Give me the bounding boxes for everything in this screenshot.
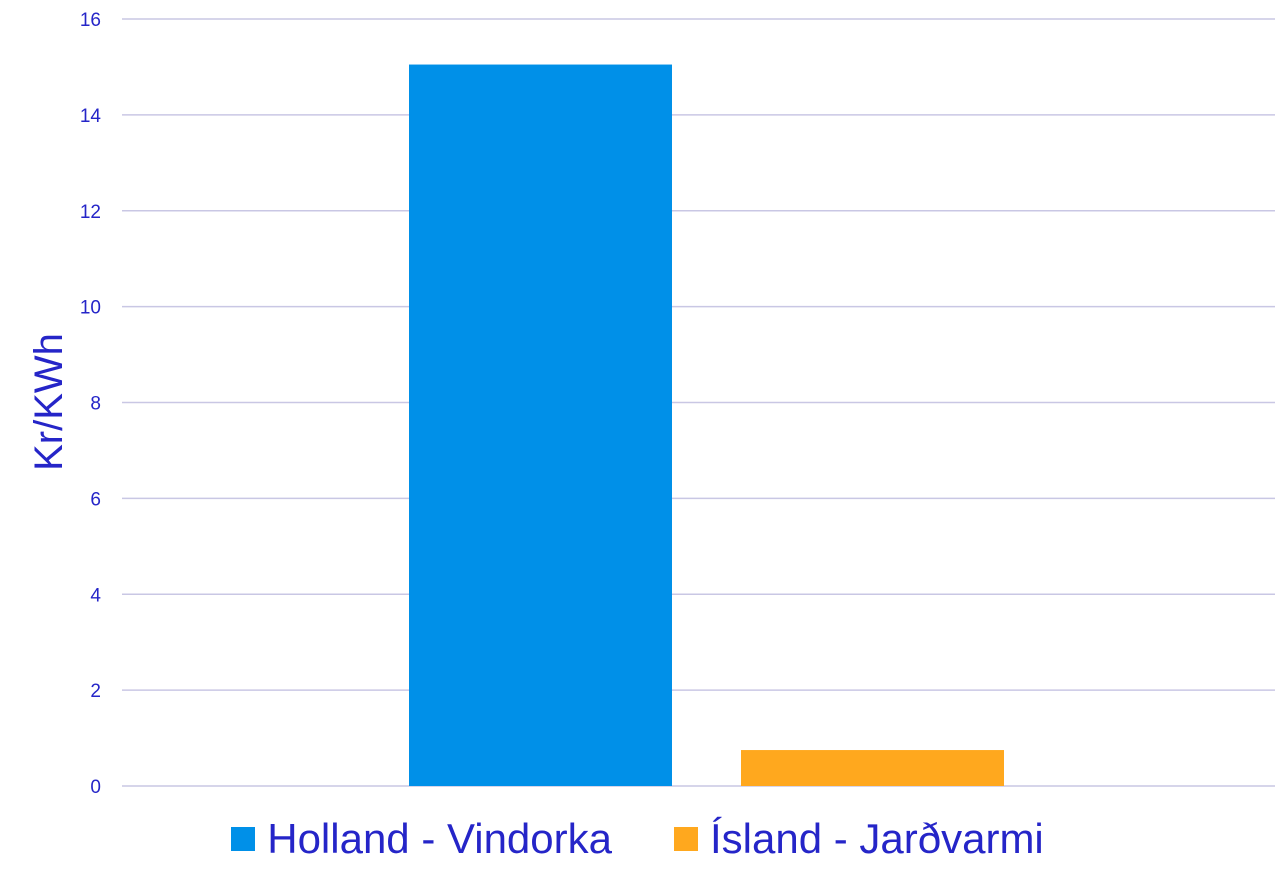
y-tick-label: 14: [80, 106, 102, 127]
y-tick-label: 0: [90, 777, 101, 798]
legend-label-holland: Holland - Vindorka: [267, 818, 612, 860]
y-axis-title: Kr/KWh: [27, 333, 71, 471]
y-tick-label: 4: [90, 585, 101, 606]
y-tick-label: 8: [90, 394, 101, 415]
y-tick-label: 6: [90, 489, 101, 510]
legend: Holland - Vindorka Ísland - Jarðvarmi: [0, 818, 1275, 860]
legend-item-island: Ísland - Jarðvarmi: [674, 818, 1044, 860]
y-tick-label: 16: [80, 10, 101, 31]
y-tick-label: 10: [80, 298, 101, 319]
legend-label-island: Ísland - Jarðvarmi: [710, 818, 1044, 860]
y-tick-label: 12: [80, 202, 101, 223]
legend-swatch-island: [674, 827, 698, 851]
legend-swatch-holland: [231, 827, 255, 851]
bar-holland: [409, 65, 672, 786]
y-tick-label: 2: [90, 681, 101, 702]
bar-island: [741, 750, 1004, 786]
legend-item-holland: Holland - Vindorka: [231, 818, 612, 860]
